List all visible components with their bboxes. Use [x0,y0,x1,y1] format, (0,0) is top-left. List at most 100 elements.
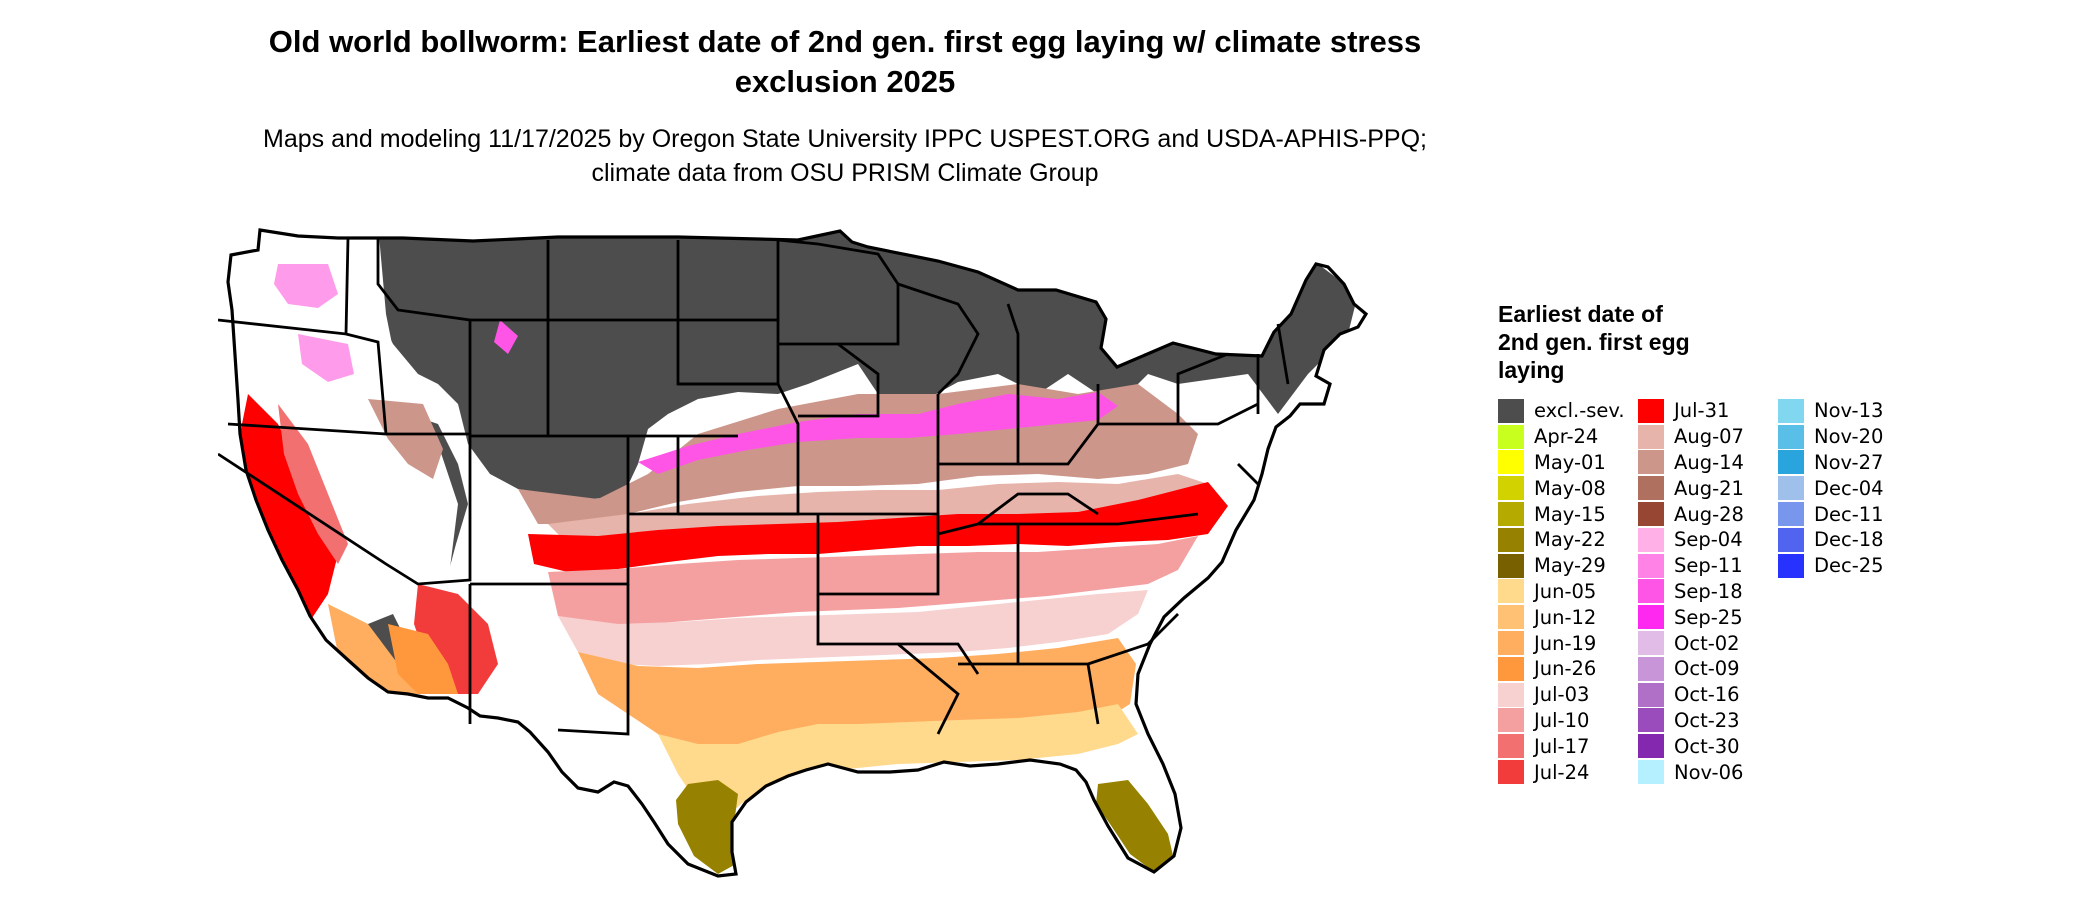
southwest-orange [388,624,458,694]
legend-swatch [1498,708,1524,733]
legend-swatch [1778,424,1804,449]
legend-label: Jul-03 [1534,683,1590,707]
legend-label: Sep-18 [1674,579,1743,603]
legend-label: Nov-27 [1814,450,1884,474]
legend-entry: May-15 [1498,501,1638,527]
legend-entry: excl.-sev. [1498,398,1638,424]
legend-swatch [1498,682,1524,707]
legend-swatch [1498,553,1524,578]
us-map [217,228,1368,878]
legend-entry: Nov-27 [1778,450,1918,476]
legend-entry: Aug-07 [1638,424,1778,450]
legend-label: Aug-14 [1674,450,1744,474]
legend-swatch [1638,579,1664,604]
pnw-zone [228,230,418,424]
legend-label: Sep-25 [1674,605,1743,629]
legend-label: May-22 [1534,528,1606,552]
legend-columns: excl.-sev. Apr-24 May-01 May-08 May-15 May-22… [1498,398,1918,785]
california-orange [328,604,418,694]
california-red [238,394,338,624]
legend-swatch [1638,398,1664,423]
legend-label: Aug-28 [1674,502,1744,526]
legend-entry: May-22 [1498,527,1638,553]
legend-entry: Dec-11 [1778,501,1918,527]
chart-subtitle: Maps and modeling 11/17/2025 by Oregon S… [263,125,1427,187]
legend-entry: Apr-24 [1498,424,1638,450]
legend-entry: Sep-04 [1638,527,1778,553]
legend-entry: Aug-14 [1638,450,1778,476]
legend-entry: Nov-13 [1778,398,1918,424]
legend-swatch [1498,450,1524,475]
legend-label: Jul-17 [1534,734,1590,758]
legend-label: Jul-10 [1534,708,1590,732]
legend-entry: Sep-18 [1638,579,1778,605]
legend-swatch [1638,502,1664,527]
legend-swatch [1638,476,1664,501]
legend-swatch [1498,760,1524,785]
legend-entry: Dec-04 [1778,475,1918,501]
pnw-pink-bands [274,264,354,382]
legend-swatch [1638,553,1664,578]
legend-entry: Oct-23 [1638,708,1778,734]
legend: Earliest date of 2nd gen. first egg layi… [1498,300,1918,785]
legend-swatch [1778,527,1804,552]
legend-swatch [1638,734,1664,759]
california-pink [278,404,348,564]
legend-label: excl.-sev. [1534,399,1625,423]
legend-entry: Nov-20 [1778,424,1918,450]
legend-entry: Nov-06 [1638,759,1778,785]
magenta-band [638,392,1118,474]
south-texas-olive [676,780,738,874]
florida-olive [1096,780,1174,872]
legend-label: Sep-11 [1674,554,1743,578]
legend-label: Apr-24 [1534,425,1599,449]
red-band [528,482,1228,572]
legend-label: Aug-21 [1674,476,1744,500]
legend-swatch [1638,760,1664,785]
legend-swatch [1638,708,1664,733]
legend-swatch [1638,682,1664,707]
legend-label: May-08 [1534,476,1606,500]
legend-swatch [1638,450,1664,475]
legend-entry: Jun-26 [1498,656,1638,682]
legend-entry: Jun-12 [1498,604,1638,630]
legend-swatch [1498,605,1524,630]
legend-entry: Jul-24 [1498,759,1638,785]
legend-swatch [1778,553,1804,578]
legend-entry: Dec-25 [1778,553,1918,579]
legend-label: Jun-26 [1534,657,1597,681]
legend-label: Oct-16 [1674,683,1740,707]
great-basin-brown [368,399,443,479]
legend-label: Jul-24 [1534,760,1590,784]
legend-entry: Oct-09 [1638,656,1778,682]
legend-label: May-01 [1534,450,1606,474]
legend-column: Nov-13 Nov-20 Nov-27 Dec-04 Dec-11 Dec-18 Dec-… [1778,398,1918,785]
legend-label: Dec-11 [1814,502,1884,526]
legend-entry: Jun-19 [1498,630,1638,656]
legend-swatch [1638,656,1664,681]
legend-swatch [1498,579,1524,604]
legend-entry: Oct-02 [1638,630,1778,656]
legend-label: Oct-02 [1674,631,1740,655]
legend-swatch [1498,527,1524,552]
legend-swatch [1778,502,1804,527]
legend-label: Dec-04 [1814,476,1884,500]
legend-entry: Oct-16 [1638,682,1778,708]
legend-swatch [1638,605,1664,630]
pink-band [548,536,1198,624]
raster-layer [228,230,1366,876]
legend-label: Oct-23 [1674,708,1740,732]
legend-entry: Oct-30 [1638,733,1778,759]
legend-swatch [1638,527,1664,552]
legend-label: Sep-04 [1674,528,1743,552]
legend-swatch [1498,398,1524,423]
legend-label: Jun-12 [1534,605,1597,629]
legend-entry: May-08 [1498,475,1638,501]
us-map-panel [217,224,1463,892]
legend-entry: Jul-17 [1498,733,1638,759]
legend-label: Dec-18 [1814,528,1884,552]
light-orange-band [658,704,1138,824]
legend-entry: Sep-11 [1638,553,1778,579]
legend-entry: May-29 [1498,553,1638,579]
legend-entry: Aug-28 [1638,501,1778,527]
